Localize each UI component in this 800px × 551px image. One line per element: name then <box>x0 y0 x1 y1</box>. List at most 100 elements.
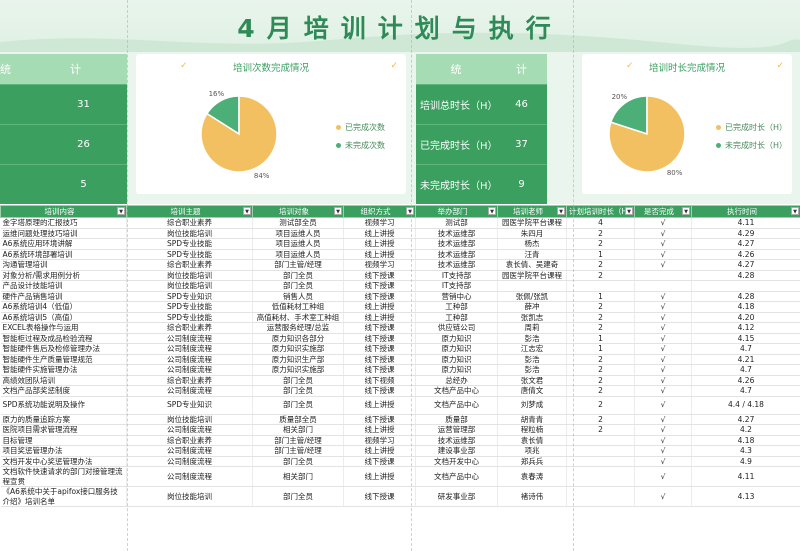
table-cell[interactable]: IT支持部 <box>415 280 498 292</box>
table-cell[interactable]: √ <box>634 354 692 365</box>
table-cell[interactable]: 公司制度流程 <box>126 364 253 376</box>
filter-dropdown-icon[interactable]: ▼ <box>406 207 414 215</box>
table-cell[interactable] <box>566 466 635 487</box>
table-cell[interactable]: √ <box>634 228 692 239</box>
table-cell[interactable]: 建设事业部 <box>415 445 498 457</box>
table-cell[interactable]: 袁春涛 <box>497 466 567 487</box>
table-cell[interactable]: 2 <box>566 364 635 376</box>
table-cell[interactable]: SPD系统功能说明及操作 <box>0 396 127 415</box>
filter-dropdown-icon[interactable]: ▼ <box>243 207 251 215</box>
table-cell[interactable]: 营销中心 <box>415 291 498 302</box>
table-cell[interactable]: A6系统应用环境讲解 <box>0 238 127 250</box>
table-cell[interactable] <box>566 486 635 507</box>
table-cell[interactable]: A6系统环境部署培训 <box>0 249 127 260</box>
table-cell[interactable]: 部门主管/经理 <box>252 445 344 457</box>
table-cell[interactable] <box>566 456 635 467</box>
pie-card-duration[interactable]: ✓ ✓ 培训时长完成情况 20% 80% 已完成时长（H） 未完成时长（H） <box>582 54 792 194</box>
table-cell[interactable]: 产品设计技能培训 <box>0 280 127 292</box>
table-cell[interactable]: 2 <box>566 424 635 436</box>
table-cell[interactable]: 彭浩 <box>497 333 567 344</box>
table-cell[interactable]: 技术运维部 <box>415 259 498 271</box>
table-cell[interactable]: √ <box>634 333 692 344</box>
filter-dropdown-icon[interactable]: ▼ <box>791 207 799 215</box>
table-cell[interactable]: √ <box>634 343 692 355</box>
table-cell[interactable]: 4.2 <box>691 424 800 436</box>
table-cell[interactable]: 杨杰 <box>497 238 567 250</box>
table-cell[interactable]: 智能硬件实施管理办法 <box>0 364 127 376</box>
table-cell[interactable]: 销售人员 <box>252 291 344 302</box>
table-cell[interactable]: 相关部门 <box>252 466 344 487</box>
table-cell[interactable]: 线上讲授 <box>343 312 416 323</box>
table-cell[interactable]: 4.27 <box>691 414 800 425</box>
table-cell[interactable]: 汪青 <box>497 249 567 260</box>
table-cell[interactable]: 视频学习 <box>343 217 416 229</box>
table-cell[interactable] <box>634 270 692 281</box>
table-cell[interactable]: 原力知识 <box>415 343 498 355</box>
table-cell[interactable]: 文档产品中心 <box>415 466 498 487</box>
table-cell[interactable]: 线上讲授 <box>343 238 416 250</box>
table-cell[interactable]: 公司制度流程 <box>126 333 253 344</box>
table-cell[interactable]: 视频学习 <box>343 259 416 271</box>
table-cell[interactable]: 线下授课 <box>343 270 416 281</box>
table-cell[interactable]: 2 <box>566 238 635 250</box>
table-cell[interactable]: 4.4 / 4.18 <box>691 396 800 415</box>
table-cell[interactable] <box>691 280 800 292</box>
table-cell[interactable]: 部门全员 <box>252 280 344 292</box>
table-cell[interactable]: 刘梦成 <box>497 396 567 415</box>
table-cell[interactable]: 1 <box>566 343 635 355</box>
filter-dropdown-icon[interactable]: ▼ <box>334 207 342 215</box>
table-cell[interactable]: 低值耗材工种组 <box>252 301 344 313</box>
pie-card-count[interactable]: ✓ ✓ 培训次数完成情况 16% 84% 已完成次数 未完成次数 <box>136 54 406 194</box>
table-cell[interactable]: 线上讲授 <box>343 424 416 436</box>
table-cell[interactable]: 4.27 <box>691 238 800 250</box>
table-cell[interactable]: √ <box>634 466 692 487</box>
table-cell[interactable]: 线下授课 <box>343 291 416 302</box>
table-cell[interactable]: √ <box>634 486 692 507</box>
table-cell[interactable]: 部门全员 <box>252 486 344 507</box>
table-cell[interactable]: 智能硬件售后及检修管理办法 <box>0 343 127 355</box>
table-cell[interactable]: 供应链公司 <box>415 322 498 334</box>
filter-dropdown-icon[interactable]: ▼ <box>557 207 565 215</box>
table-cell[interactable]: 原力知识 <box>415 364 498 376</box>
table-cell[interactable]: 工种部 <box>415 312 498 323</box>
table-cell[interactable]: 公司制度流程 <box>126 466 253 487</box>
table-cell[interactable]: √ <box>634 414 692 425</box>
column-header[interactable]: 组织方式 ▼ <box>343 205 416 218</box>
table-cell[interactable]: 金字塔原理的汇报技巧 <box>0 217 127 229</box>
table-cell[interactable]: 岗位技能培训 <box>126 414 253 425</box>
table-cell[interactable]: 线下授课 <box>343 385 416 397</box>
table-cell[interactable]: 程粒楠 <box>497 424 567 436</box>
table-cell[interactable]: 4.3 <box>691 445 800 457</box>
table-cell[interactable]: 江志宏 <box>497 343 567 355</box>
table-cell[interactable]: √ <box>634 396 692 415</box>
table-cell[interactable]: 4.11 <box>691 217 800 229</box>
column-header[interactable]: 培训对象 ▼ <box>252 205 344 218</box>
table-cell[interactable]: 测试部全员 <box>252 217 344 229</box>
table-cell[interactable]: 运维问题处理技巧培训 <box>0 228 127 239</box>
table-cell[interactable]: √ <box>634 312 692 323</box>
table-cell[interactable] <box>634 280 692 292</box>
table-cell[interactable]: 园医学院平台课程 <box>497 217 567 229</box>
table-cell[interactable]: SPD专业知识 <box>126 291 253 302</box>
table-cell[interactable]: 线下授课 <box>343 333 416 344</box>
table-cell[interactable]: 2 <box>566 414 635 425</box>
table-cell[interactable]: 1 <box>566 291 635 302</box>
table-cell[interactable]: 薛冲 <box>497 301 567 313</box>
table-cell[interactable]: 2 <box>566 259 635 271</box>
table-cell[interactable]: 岗位技能培训 <box>126 280 253 292</box>
table-cell[interactable]: 技术运维部 <box>415 238 498 250</box>
pie-slice[interactable] <box>608 95 686 173</box>
table-cell[interactable]: 2 <box>566 312 635 323</box>
table-cell[interactable]: 相关部门 <box>252 424 344 436</box>
column-header[interactable]: 培训主题 ▼ <box>126 205 253 218</box>
table-cell[interactable]: 工种部 <box>415 301 498 313</box>
training-table-container[interactable]: 培训内容 ▼ 培训主题 ▼ 培训对象 ▼ 组织方式 ▼ 举办部门 ▼ 培训老师 ▼ 计划培训时长（H） ▼… <box>0 205 800 551</box>
table-cell[interactable]: 4.29 <box>691 228 800 239</box>
table-cell[interactable]: 线上讲授 <box>343 445 416 457</box>
table-cell[interactable]: 《A6系统中关于apifox接口服务技介绍》培训名单 <box>0 486 127 507</box>
table-cell[interactable]: 4.7 <box>691 343 800 355</box>
table-cell[interactable]: 袁长倩、吴建奇 <box>497 259 567 271</box>
table-cell[interactable]: SPD专业技能 <box>126 249 253 260</box>
table-cell[interactable]: 原力的质量追踪方案 <box>0 414 127 425</box>
table-cell[interactable]: √ <box>634 435 692 446</box>
